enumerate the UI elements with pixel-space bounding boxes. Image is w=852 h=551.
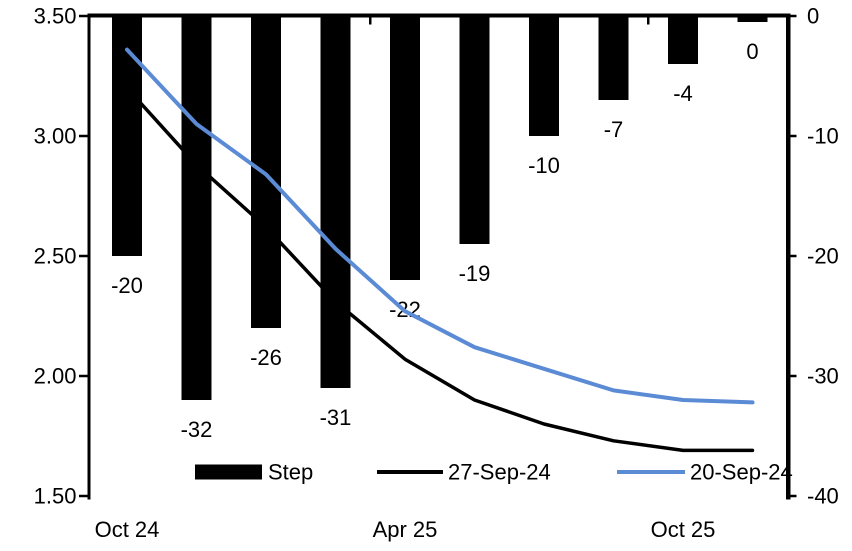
bar-data-label: -20 (111, 273, 143, 298)
bar-data-label: -4 (673, 81, 693, 106)
legend-swatch-27-sep-24 (377, 470, 443, 474)
right-axis-tick (790, 134, 797, 138)
left-axis-tick-label: 1.50 (34, 484, 77, 509)
bar-step (668, 16, 698, 64)
bar-data-label: -10 (528, 153, 560, 178)
left-axis-tick (79, 254, 88, 258)
bar-step (737, 16, 768, 22)
left-axis-tick-label: 3.50 (34, 4, 77, 29)
legend-label-20-sep-24: 20-Sep-24 (690, 460, 793, 485)
bar-step (459, 16, 490, 244)
legend-label-step: Step (268, 460, 313, 485)
left-axis-line (87, 13, 91, 500)
legend-swatch-20-sep-24 (617, 470, 685, 474)
bar-data-label: -7 (604, 117, 624, 142)
left-axis-tick-label: 3.00 (34, 124, 77, 149)
bar-data-label: -32 (181, 417, 213, 442)
right-axis-tick-label: -40 (807, 484, 839, 509)
bar-data-label: 0 (746, 39, 758, 64)
left-axis-tick (79, 134, 88, 138)
right-axis-tick (790, 494, 797, 498)
bar-step (320, 16, 351, 388)
right-axis-tick-label: -30 (807, 364, 839, 389)
bar-step (112, 16, 142, 256)
x-axis-label: Oct 25 (651, 517, 716, 542)
right-axis-tick-label: 0 (807, 4, 819, 29)
bar-step (529, 16, 559, 136)
left-axis-tick (79, 494, 88, 498)
bar-step (598, 16, 629, 100)
line-27-sep-24 (125, 86, 755, 453)
right-axis-tick-label: -20 (807, 244, 839, 269)
x-axis-label: Oct 24 (95, 517, 160, 542)
category-axis-tick (647, 17, 650, 25)
bar-data-label: -19 (459, 261, 491, 286)
bar-data-label: -26 (250, 345, 282, 370)
bar-step (181, 16, 212, 400)
zero-axis-line (88, 13, 790, 18)
line-20-sep-24 (125, 47, 755, 405)
right-axis-tick-label: -10 (807, 124, 839, 149)
left-axis-tick-label: 2.00 (34, 364, 77, 389)
right-axis-line (786, 13, 791, 500)
legend-label-27-sep-24: 27-Sep-24 (448, 460, 551, 485)
right-axis-tick (790, 374, 797, 378)
left-axis-tick-label: 2.50 (34, 244, 77, 269)
left-axis-tick (79, 374, 88, 378)
right-axis-tick (790, 254, 797, 258)
legend-swatch-step (195, 464, 262, 480)
x-axis-label: Apr 25 (373, 517, 438, 542)
bar-data-label: -31 (320, 405, 352, 430)
right-axis-tick (790, 14, 797, 18)
left-axis-tick (79, 14, 88, 18)
bar-step (390, 16, 420, 280)
category-axis-tick (369, 17, 372, 25)
